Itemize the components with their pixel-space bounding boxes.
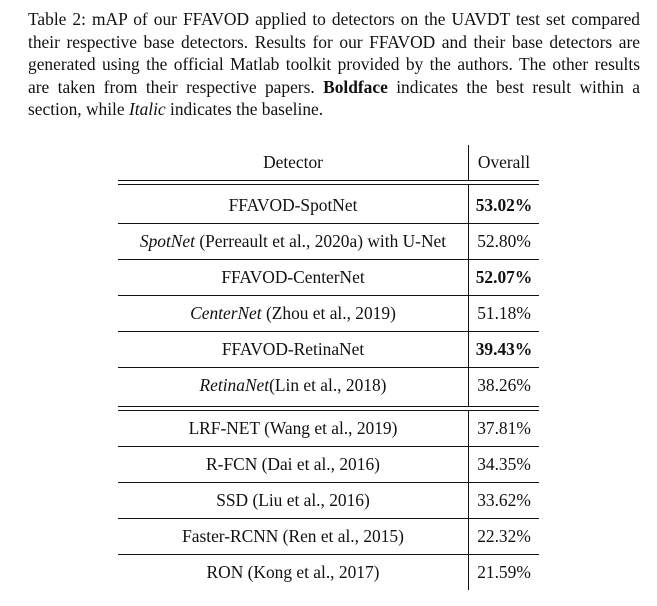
table-row: RON (Kong et al., 2017) 21.59% xyxy=(118,555,539,590)
caption-boldface-text: indicates the best result within a secti… xyxy=(28,76,640,120)
caption-boldface-word: Boldface xyxy=(323,76,388,97)
table-row: Faster-RCNN (Ren et al., 2015) 22.32% xyxy=(118,519,539,554)
overall-cell: 33.62% xyxy=(468,483,539,518)
detector-cell: RON (Kong et al., 2017) xyxy=(206,562,380,582)
overall-cell: 22.32% xyxy=(468,519,539,554)
detector-cell: CenterNet (Zhou et al., 2019) xyxy=(190,303,396,323)
overall-cell: 38.26% xyxy=(468,368,539,403)
rule xyxy=(118,554,539,555)
overall-cell: 52.07% xyxy=(468,260,539,295)
table-row: SSD (Liu et al., 2016) 33.62% xyxy=(118,483,539,518)
table-row: FFAVOD-SpotNet 53.02% xyxy=(118,188,539,223)
caption-text: mAP of our FFAVOD applied to detectors o… xyxy=(28,9,640,97)
detector-cell: FFAVOD-SpotNet xyxy=(228,195,358,215)
double-rule xyxy=(118,180,539,185)
detector-cell: RetinaNet(Lin et al., 2018) xyxy=(199,375,387,395)
table-row: RetinaNet(Lin et al., 2018) 38.26% xyxy=(118,368,539,403)
caption-label: Table 2: xyxy=(28,9,86,29)
overall-cell: 52.80% xyxy=(468,224,539,259)
table-header-row: Detector Overall xyxy=(118,145,539,180)
table-row: R-FCN (Dai et al., 2016) 34.35% xyxy=(118,447,539,482)
table-caption: Table 2: mAP of our FFAVOD applied to de… xyxy=(28,8,640,121)
overall-cell: 21.59% xyxy=(468,555,539,590)
detector-cell: FFAVOD-CenterNet xyxy=(221,267,365,287)
rule xyxy=(118,223,539,224)
table-row: FFAVOD-CenterNet 52.07% xyxy=(118,260,539,295)
rule xyxy=(118,367,539,368)
rule xyxy=(118,518,539,519)
rule xyxy=(118,482,539,483)
detector-cell: LRF-NET (Wang et al., 2019) xyxy=(188,418,398,438)
header-overall: Overall xyxy=(468,145,539,180)
double-rule xyxy=(118,406,539,411)
table-row: CenterNet (Zhou et al., 2019) 51.18% xyxy=(118,296,539,331)
rule xyxy=(118,331,539,332)
rule xyxy=(118,295,539,296)
rule xyxy=(118,446,539,447)
overall-cell: 51.18% xyxy=(468,296,539,331)
caption-italic-text: indicates the baseline. xyxy=(170,99,324,119)
results-table: Detector Overall FFAVOD-SpotNet 53.02% S… xyxy=(118,145,539,590)
overall-cell: 39.43% xyxy=(468,332,539,367)
detector-cell: FFAVOD-RetinaNet xyxy=(221,339,365,359)
table-row: LRF-NET (Wang et al., 2019) 37.81% xyxy=(118,411,539,446)
detector-cell: SpotNet (Perreault et al., 2020a) with U… xyxy=(139,231,447,251)
detector-cell: Faster-RCNN (Ren et al., 2015) xyxy=(182,526,404,546)
header-detector: Detector xyxy=(263,152,323,172)
caption-italic-word: Italic xyxy=(128,99,166,119)
table-row: FFAVOD-RetinaNet 39.43% xyxy=(118,332,539,367)
rule xyxy=(118,259,539,260)
overall-cell: 34.35% xyxy=(468,447,539,482)
overall-cell: 37.81% xyxy=(468,411,539,446)
detector-cell: SSD (Liu et al., 2016) xyxy=(216,490,370,510)
detector-cell: R-FCN (Dai et al., 2016) xyxy=(206,454,380,474)
table-row: SpotNet (Perreault et al., 2020a) with U… xyxy=(118,224,539,259)
overall-cell: 53.02% xyxy=(468,188,539,223)
